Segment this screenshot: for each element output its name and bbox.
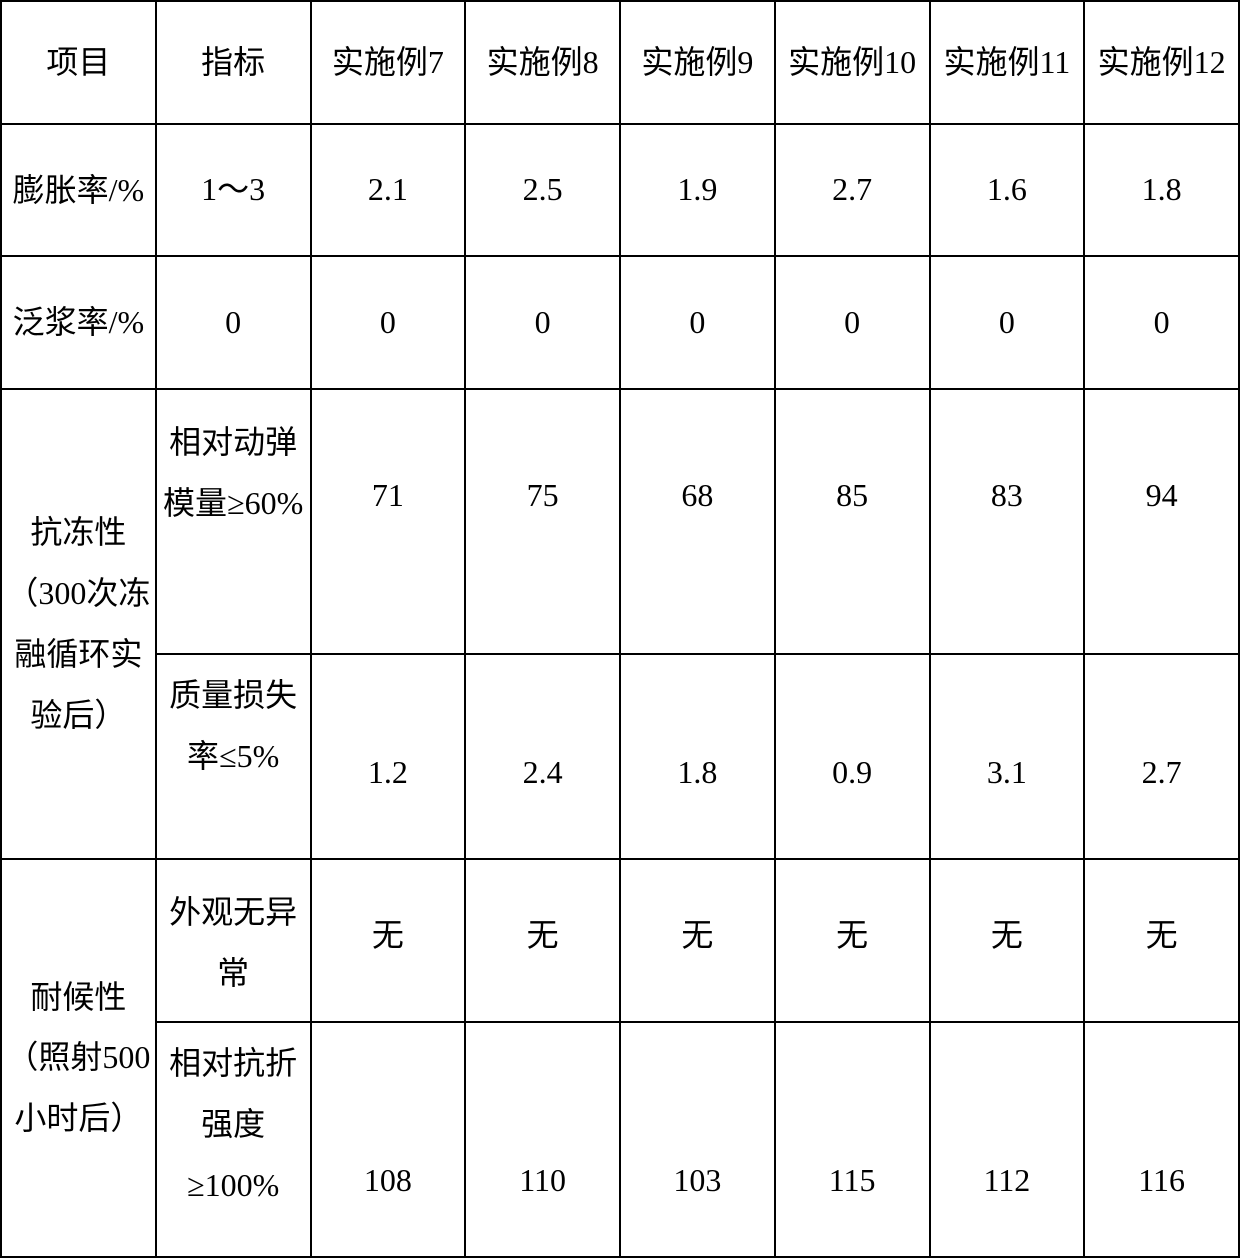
- cell-value: 1.8: [620, 654, 775, 858]
- cell-project: 抗冻性（300次冻融循环实验后）: [1, 389, 156, 859]
- cell-value: 0: [465, 256, 620, 389]
- cell-value: 85: [775, 389, 930, 654]
- header-indicator: 指标: [156, 1, 311, 124]
- cell-indicator: 1～3: [156, 124, 311, 257]
- cell-value: 103: [620, 1022, 775, 1257]
- cell-value: 无: [311, 859, 466, 1022]
- cell-value: 无: [930, 859, 1085, 1022]
- header-ex7: 实施例7: [311, 1, 466, 124]
- cell-value: 115: [775, 1022, 930, 1257]
- cell-value: 3.1: [930, 654, 1085, 858]
- cell-value: 0: [775, 256, 930, 389]
- cell-value: 94: [1084, 389, 1239, 654]
- cell-value: 2.1: [311, 124, 466, 257]
- header-project: 项目: [1, 1, 156, 124]
- cell-value: 1.8: [1084, 124, 1239, 257]
- cell-value: 0: [620, 256, 775, 389]
- cell-value: 无: [1084, 859, 1239, 1022]
- cell-indicator: 0: [156, 256, 311, 389]
- table-row: 膨胀率/% 1～3 2.1 2.5 1.9 2.7 1.6 1.8: [1, 124, 1239, 257]
- cell-value: 108: [311, 1022, 466, 1257]
- header-ex12: 实施例12: [1084, 1, 1239, 124]
- data-table: 项目 指标 实施例7 实施例8 实施例9 实施例10 实施例11 实施例12 膨…: [0, 0, 1240, 1258]
- cell-value: 1.2: [311, 654, 466, 858]
- table-row: 泛浆率/% 0 0 0 0 0 0 0: [1, 256, 1239, 389]
- header-ex8: 实施例8: [465, 1, 620, 124]
- cell-value: 2.7: [1084, 654, 1239, 858]
- cell-value: 2.5: [465, 124, 620, 257]
- cell-value: 2.7: [775, 124, 930, 257]
- table-row: 耐候性（照射500 小时后） 外观无异常 无 无 无 无 无 无: [1, 859, 1239, 1022]
- cell-value: 75: [465, 389, 620, 654]
- cell-value: 71: [311, 389, 466, 654]
- table-header-row: 项目 指标 实施例7 实施例8 实施例9 实施例10 实施例11 实施例12: [1, 1, 1239, 124]
- cell-indicator: 外观无异常: [156, 859, 311, 1022]
- cell-indicator: 质量损失率≤5%: [156, 654, 311, 858]
- cell-value: 112: [930, 1022, 1085, 1257]
- cell-value: 1.9: [620, 124, 775, 257]
- cell-indicator: 相对动弹模量≥60%: [156, 389, 311, 654]
- cell-value: 0: [311, 256, 466, 389]
- cell-value: 0.9: [775, 654, 930, 858]
- cell-project: 耐候性（照射500 小时后）: [1, 859, 156, 1257]
- cell-value: 1.6: [930, 124, 1085, 257]
- table-row: 质量损失率≤5% 1.2 2.4 1.8 0.9 3.1 2.7: [1, 654, 1239, 858]
- cell-value: 83: [930, 389, 1085, 654]
- cell-indicator: 相对抗折强度≥100%: [156, 1022, 311, 1257]
- cell-project: 泛浆率/%: [1, 256, 156, 389]
- header-ex10: 实施例10: [775, 1, 930, 124]
- cell-value: 无: [465, 859, 620, 1022]
- cell-value: 2.4: [465, 654, 620, 858]
- cell-value: 110: [465, 1022, 620, 1257]
- cell-value: 0: [930, 256, 1085, 389]
- header-ex11: 实施例11: [930, 1, 1085, 124]
- header-ex9: 实施例9: [620, 1, 775, 124]
- cell-value: 116: [1084, 1022, 1239, 1257]
- table-row: 抗冻性（300次冻融循环实验后） 相对动弹模量≥60% 71 75 68 85 …: [1, 389, 1239, 654]
- table-container: 项目 指标 实施例7 实施例8 实施例9 实施例10 实施例11 实施例12 膨…: [0, 0, 1240, 1258]
- cell-project: 膨胀率/%: [1, 124, 156, 257]
- table-row: 相对抗折强度≥100% 108 110 103 115 112 116: [1, 1022, 1239, 1257]
- cell-value: 0: [1084, 256, 1239, 389]
- cell-value: 无: [775, 859, 930, 1022]
- cell-value: 68: [620, 389, 775, 654]
- cell-value: 无: [620, 859, 775, 1022]
